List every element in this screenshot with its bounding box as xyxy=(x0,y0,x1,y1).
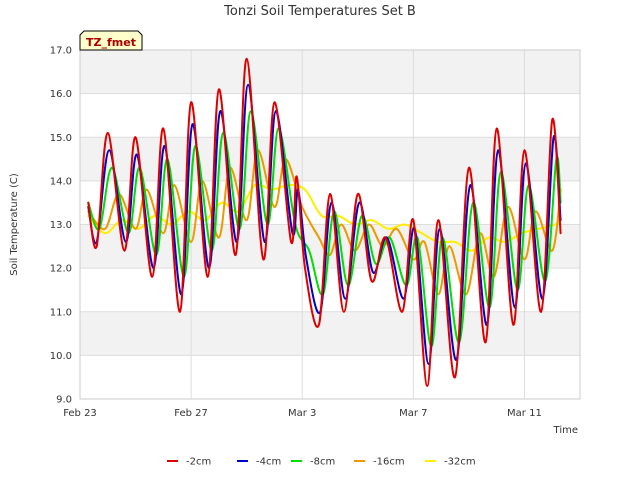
x-tick-label: Mar 11 xyxy=(507,408,542,419)
grid-band xyxy=(80,137,580,181)
x-tick-label: Feb 23 xyxy=(63,408,97,419)
legend-label-8cmcm: -8cm xyxy=(310,457,335,468)
series-line-2cmcm xyxy=(87,57,562,387)
legend: -2cm -4cm -8cm -16cm -32cm xyxy=(167,457,476,468)
y-tick-label: 14.0 xyxy=(50,176,72,187)
chart-title: Tonzi Soil Temperatures Set B xyxy=(223,4,416,19)
grid-band xyxy=(80,311,580,356)
plot-frame xyxy=(79,49,581,400)
y-tick-label: 17.0 xyxy=(50,46,72,57)
x-axis-label: Time xyxy=(553,425,578,436)
series-line-32cmcm xyxy=(87,183,562,252)
legend-label-2cmcm: -2cm xyxy=(186,457,211,468)
y-tick-label: 11.0 xyxy=(50,307,72,318)
y-tick-label: 16.0 xyxy=(50,89,72,100)
x-tick-label: Mar 7 xyxy=(399,408,427,419)
station-badge: TZ_fmet xyxy=(79,30,143,51)
y-tick-label: 10.0 xyxy=(50,351,72,362)
y-tick-label: 12.0 xyxy=(50,264,72,275)
x-tick-label: Feb 27 xyxy=(174,408,208,419)
y-axis-label: Soil Temperature (C) xyxy=(9,173,20,276)
legend-label-32cmcm: -32cm xyxy=(444,457,476,468)
x-tick-label: Mar 3 xyxy=(288,408,316,419)
y-tick-label: 13.0 xyxy=(50,220,72,231)
grid-band xyxy=(80,50,580,94)
legend-label-4cmcm: -4cm xyxy=(256,457,281,468)
y-tick-label: 15.0 xyxy=(50,133,72,144)
series-line-8cmcm xyxy=(87,110,562,348)
legend-label-16cmcm: -16cm xyxy=(373,457,405,468)
station-badge-label: TZ_fmet xyxy=(86,36,136,49)
y-tick-label: 9.0 xyxy=(56,395,72,406)
